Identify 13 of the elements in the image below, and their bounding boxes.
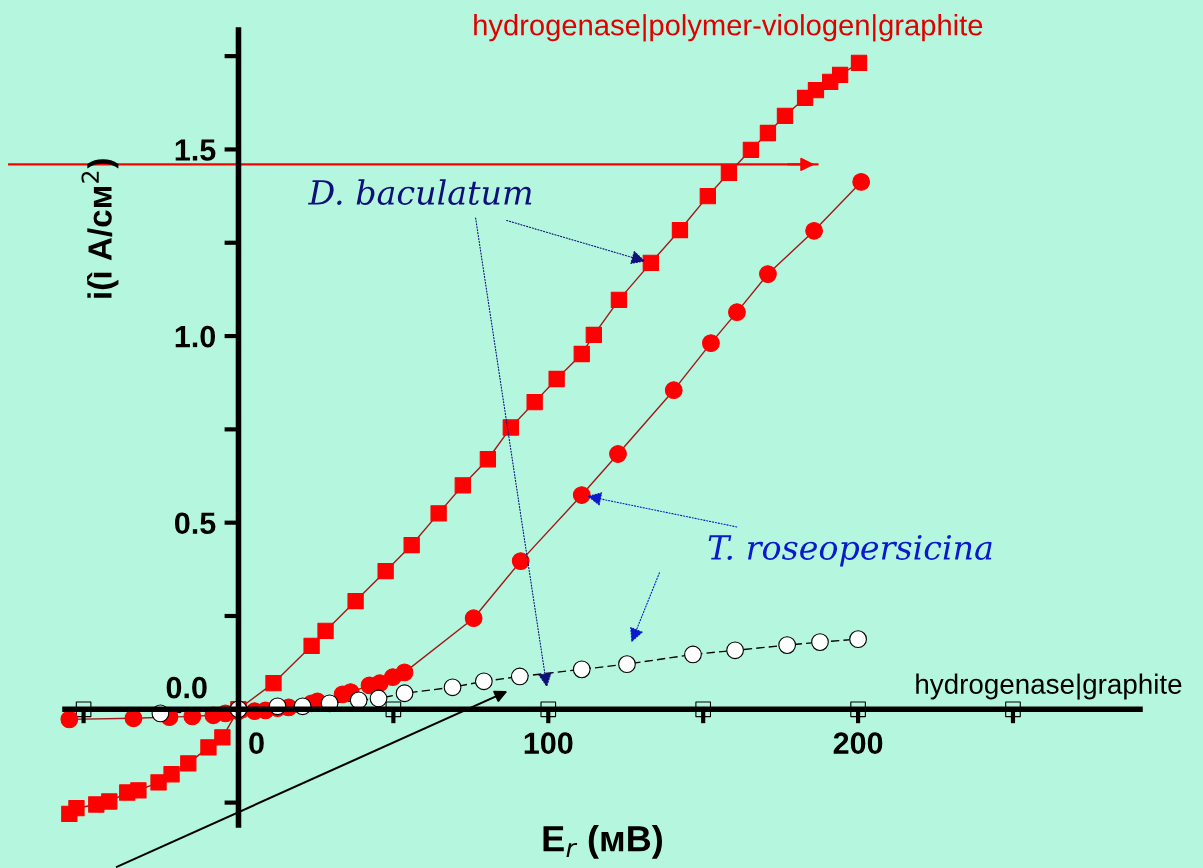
x-axis-title: E$_{r}$ (мВ) bbox=[543, 825, 662, 859]
y-tick-label: 1.0 bbox=[175, 325, 216, 348]
chart-title: hydrogenase|polymer-viologen|graphite bbox=[474, 14, 983, 42]
annotation: hydrogenase|graphite bbox=[916, 673, 1182, 700]
x-tick-label: 0 bbox=[249, 732, 264, 754]
annotation: D. baculatum bbox=[308, 179, 532, 205]
x-tick-label: 100 bbox=[524, 732, 573, 754]
y-tick-label: 0.5 bbox=[175, 512, 216, 535]
annotation: T. roseopersicina bbox=[708, 534, 992, 567]
y-tick-label: 0.0 bbox=[166, 676, 207, 699]
y-tick-label: 1.5 bbox=[175, 139, 216, 161]
y-axis-title: i(ì A/см$^{2}$) bbox=[81, 159, 119, 298]
x-tick-label: 200 bbox=[833, 732, 883, 754]
